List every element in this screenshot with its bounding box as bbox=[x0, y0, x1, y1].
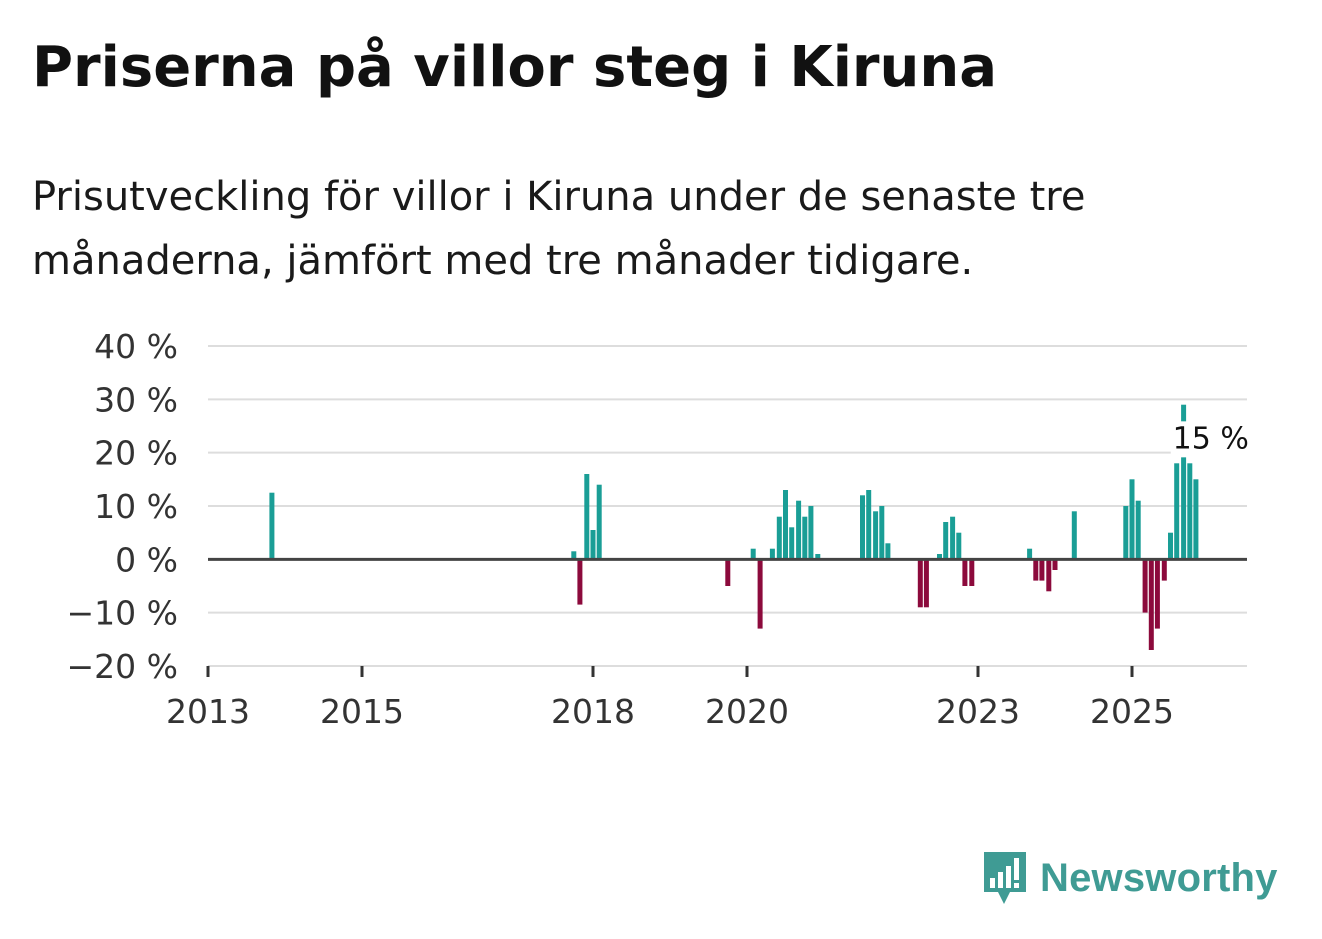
y-tick-label: 20 % bbox=[94, 434, 178, 473]
x-tick-label: 2025 bbox=[1090, 692, 1174, 731]
bar bbox=[808, 506, 814, 560]
x-tick-label: 2018 bbox=[551, 692, 635, 731]
bar bbox=[725, 559, 731, 586]
annotation-label: 15 % bbox=[1173, 421, 1249, 456]
bar bbox=[866, 490, 872, 560]
bar bbox=[789, 527, 795, 560]
bar bbox=[1168, 532, 1173, 560]
bar bbox=[1027, 548, 1033, 560]
bar bbox=[796, 500, 802, 560]
bar bbox=[950, 516, 956, 560]
bars bbox=[269, 404, 1199, 650]
brand-name: Newsworthy bbox=[1040, 855, 1278, 900]
y-tick-label: −10 % bbox=[67, 594, 179, 633]
bar bbox=[1193, 479, 1199, 560]
bar bbox=[596, 484, 602, 560]
bar-chart: 40 %30 %20 %10 %0 %−10 %−20 % 2013 2015 20… bbox=[67, 327, 1251, 731]
bar bbox=[577, 559, 583, 605]
bar bbox=[1071, 511, 1077, 560]
bar bbox=[1039, 559, 1045, 581]
bar bbox=[860, 495, 865, 560]
bar bbox=[815, 554, 821, 560]
bar bbox=[590, 530, 596, 560]
y-tick-label: 30 % bbox=[94, 380, 178, 419]
bar bbox=[917, 559, 923, 608]
x-tick-label: 2013 bbox=[166, 692, 250, 731]
bar bbox=[873, 511, 879, 560]
bar bbox=[769, 548, 775, 560]
bar bbox=[1052, 559, 1058, 570]
annotations: 15 % bbox=[1170, 421, 1251, 458]
grid-lines bbox=[208, 345, 1247, 667]
bar bbox=[1174, 463, 1180, 560]
bar bbox=[885, 543, 891, 560]
chart-title: Priserna på villor steg i Kiruna bbox=[32, 35, 998, 100]
bar bbox=[943, 522, 949, 560]
x-tick-label: 2015 bbox=[320, 692, 404, 731]
bar bbox=[1161, 559, 1167, 581]
x-axis: 2013 2015 2018 2020 2023 2025 bbox=[166, 666, 1174, 731]
bar bbox=[1046, 559, 1052, 592]
bar bbox=[1142, 559, 1148, 613]
annotation-background bbox=[1170, 421, 1251, 458]
brand-logo: Newsworthy bbox=[980, 848, 1278, 908]
x-tick-label: 2023 bbox=[936, 692, 1020, 731]
y-tick-label: 40 % bbox=[94, 327, 178, 366]
bar bbox=[584, 474, 590, 560]
bar bbox=[802, 516, 808, 560]
bar bbox=[1123, 506, 1129, 560]
bar bbox=[757, 559, 763, 629]
newsworthy-logo-icon bbox=[984, 852, 1026, 904]
bar bbox=[1187, 463, 1193, 560]
bar bbox=[969, 559, 975, 586]
x-tick-label: 2020 bbox=[705, 692, 789, 731]
bar bbox=[1154, 559, 1160, 629]
bar bbox=[962, 559, 968, 586]
bar bbox=[1148, 559, 1154, 650]
bar bbox=[571, 551, 577, 560]
y-tick-label: 0 % bbox=[115, 540, 178, 579]
bar bbox=[937, 554, 942, 560]
bar bbox=[923, 559, 929, 608]
bar bbox=[750, 548, 756, 560]
bar bbox=[269, 492, 275, 560]
y-axis: 40 % 30 % 20 % 10 % 0 % −10 % −20 % bbox=[67, 327, 179, 686]
bar bbox=[776, 516, 782, 560]
y-tick-label: 10 % bbox=[94, 487, 178, 526]
y-tick-label: −20 % bbox=[67, 647, 179, 686]
bar bbox=[1129, 479, 1135, 560]
bar bbox=[956, 532, 962, 560]
bar bbox=[879, 506, 885, 560]
bar bbox=[1181, 404, 1187, 560]
bar bbox=[1135, 500, 1141, 560]
chart-subtitle: Prisutveckling för villor i Kiruna under… bbox=[32, 174, 1086, 284]
bar bbox=[783, 490, 788, 560]
bar bbox=[1033, 559, 1039, 581]
